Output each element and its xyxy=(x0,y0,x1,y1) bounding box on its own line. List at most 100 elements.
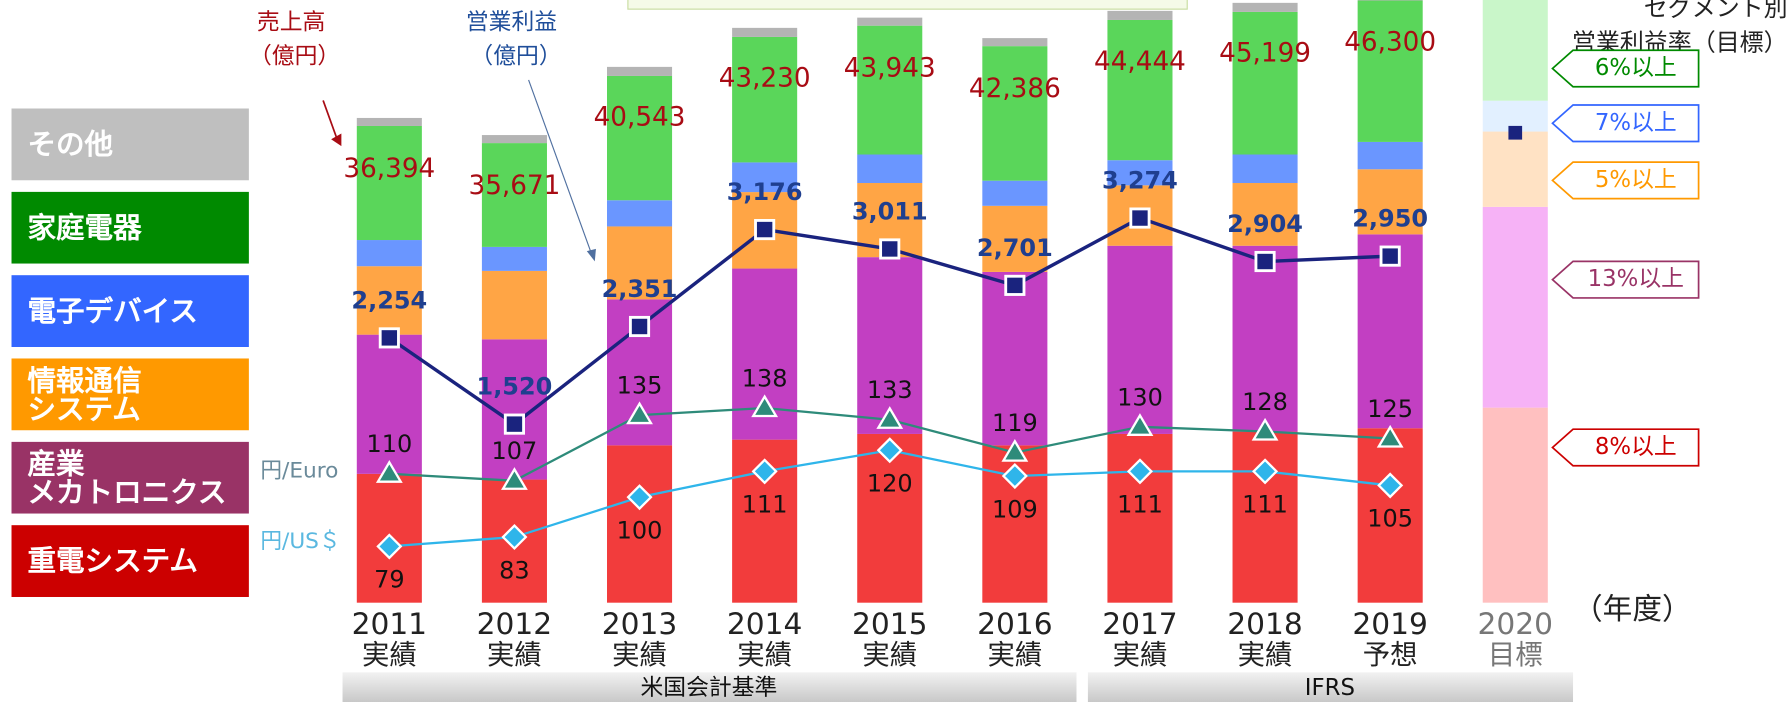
rate-name: 円/US＄ xyxy=(260,529,340,554)
profit-value-label: 3,274 xyxy=(1102,167,1178,195)
rate-marker xyxy=(1001,438,1029,462)
margin-callout xyxy=(1551,49,1700,88)
target-profit-marker xyxy=(1508,125,1523,140)
bar-segment xyxy=(607,75,673,201)
profit-marker xyxy=(628,315,651,338)
rate-label: 111 xyxy=(1242,491,1288,519)
rate-label: 135 xyxy=(617,372,663,400)
margin-callout xyxy=(1551,428,1700,467)
margin-callout xyxy=(1551,161,1700,200)
target-segment xyxy=(1482,407,1548,603)
margin-callout xyxy=(1551,260,1700,299)
bar-segment xyxy=(1357,169,1423,235)
bar-segment xyxy=(1357,141,1423,170)
bar-segment xyxy=(1357,0,1423,1)
rate-marker xyxy=(1126,458,1153,485)
x-tick-note: 目標 xyxy=(1488,640,1543,671)
profit-marker xyxy=(1379,245,1401,267)
profit-marker xyxy=(1254,250,1276,273)
bar-segment xyxy=(1107,245,1173,434)
profit-marker xyxy=(1004,274,1026,296)
x-tick-note: 実績 xyxy=(1238,640,1293,671)
profit-marker xyxy=(1129,207,1151,229)
bar-segment xyxy=(732,162,798,193)
legend-item: その他 xyxy=(11,108,249,181)
bar-segment xyxy=(356,117,422,126)
rate-label: 133 xyxy=(867,376,913,404)
rate-label: 130 xyxy=(1117,383,1163,411)
x-tick-note: 実績 xyxy=(612,640,667,671)
bar-segment xyxy=(1232,154,1298,184)
margin-callout xyxy=(1551,104,1700,143)
bar-segment xyxy=(356,125,422,241)
profit-arrow xyxy=(528,79,592,254)
accounting-band xyxy=(1087,672,1574,702)
bar-segment xyxy=(481,135,547,144)
legend-item: 重電システム xyxy=(11,525,249,597)
bar-segment xyxy=(857,25,923,155)
bar-segment xyxy=(1232,245,1298,432)
legend-item: 産業 メカトロニクス xyxy=(11,441,249,514)
bar-segment xyxy=(857,17,923,26)
legend-item: 家庭電器 xyxy=(11,191,249,264)
rate-marker xyxy=(501,524,528,551)
profit-label: 営業利益 xyxy=(466,9,557,35)
total-label: 42,386 xyxy=(969,74,1061,104)
bar-segment xyxy=(1232,2,1298,12)
bar-segment xyxy=(982,180,1048,206)
accounting-band xyxy=(342,672,1077,702)
target-segment xyxy=(1482,0,1548,101)
x-tick-note: 実績 xyxy=(362,640,417,671)
bar-segment xyxy=(481,246,547,271)
margin-label: 13%以上 xyxy=(1588,266,1684,292)
bar-segment xyxy=(356,240,422,267)
rate-label: 100 xyxy=(617,516,663,544)
bar-segment xyxy=(982,271,1048,446)
x-tick-label: 2012 xyxy=(477,606,552,641)
rate-label: 120 xyxy=(867,470,913,498)
bar-segment xyxy=(1232,183,1298,246)
legend-item: 情報通信 システム xyxy=(11,358,249,431)
rate-name: 円/Euro xyxy=(260,458,338,483)
legend-label: 情報通信 システム xyxy=(11,358,249,431)
total-label: 43,943 xyxy=(844,53,936,83)
profit-value-label: 2,950 xyxy=(1352,205,1428,233)
x-tick-label: 2014 xyxy=(727,606,802,641)
legend-item: 電子デバイス xyxy=(11,275,249,348)
total-label: 43,230 xyxy=(719,64,811,94)
x-tick-label: 2020 xyxy=(1478,606,1553,641)
bar-segment xyxy=(982,46,1048,181)
sales-label: （億円） xyxy=(249,44,340,70)
x-tick-note: 実績 xyxy=(737,640,792,671)
rate-marker xyxy=(1126,413,1154,436)
bar-segment xyxy=(607,226,673,300)
profit-value-label: 2,904 xyxy=(1227,210,1303,238)
target-segment xyxy=(1482,131,1548,207)
total-label: 35,671 xyxy=(469,171,561,201)
band-label: 米国会計基準 xyxy=(640,675,777,701)
profit-value-label: 2,254 xyxy=(351,286,427,314)
top-note-box xyxy=(627,0,1188,10)
x-tick-note: 実績 xyxy=(487,640,542,671)
rate-marker xyxy=(1251,417,1279,441)
x-tick-label: 2016 xyxy=(977,606,1052,641)
profit-value-label: 2,351 xyxy=(602,275,678,303)
year-unit: （年度） xyxy=(1573,591,1692,626)
rate-marker xyxy=(876,437,903,464)
total-label: 44,444 xyxy=(1094,47,1186,77)
bar-segment xyxy=(607,445,673,603)
profit-value-label: 1,520 xyxy=(477,373,553,401)
x-tick-label: 2019 xyxy=(1352,606,1427,641)
bar-segment xyxy=(1357,428,1423,603)
bar-segment xyxy=(982,38,1048,47)
profit-marker xyxy=(754,219,776,241)
rate-marker xyxy=(876,406,904,429)
rate-label: 110 xyxy=(366,430,412,458)
profit-value-label: 3,011 xyxy=(852,197,928,225)
rate-marker xyxy=(376,533,403,560)
legend-label: その他 xyxy=(11,108,249,181)
legend-label: 産業 メカトロニクス xyxy=(11,441,249,514)
bar-segment xyxy=(982,205,1048,272)
sales-arrow xyxy=(322,100,339,142)
